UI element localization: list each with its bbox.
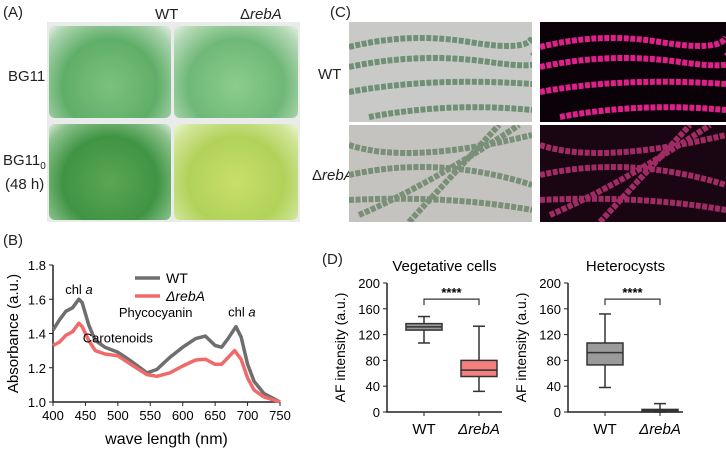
x-tick-label: 550	[139, 408, 161, 423]
flask-wt-bg11	[49, 26, 171, 118]
heterocysts-boxplot: Heterocysts 0 40 80 120 160 200 AF intensity (a…	[515, 258, 683, 438]
chart-title: Heterocysts	[586, 258, 665, 275]
significance-stars: ****	[622, 285, 643, 300]
gene-name: rebA	[322, 167, 354, 184]
significance-bracket	[423, 298, 480, 306]
micrograph-wt-brightfield	[349, 22, 532, 122]
y-tick-label: 1.0	[28, 395, 46, 410]
row-label-rebA: ΔrebA	[312, 167, 354, 184]
medium-subscript: 0	[40, 161, 46, 172]
legend-label-wt: WT	[166, 270, 188, 286]
peak-annotation: Phycocyanin	[119, 305, 193, 320]
absorbance-spectrum-chart: 1.0 1.2 1.4 1.6 1.8 400 450 500 550 600 650 700 750 w…	[5, 258, 291, 448]
y-tick-label: 160	[358, 302, 380, 317]
row-label-bg11: BG11	[8, 68, 46, 85]
vegetative-cells-boxplot: Vegetative cells 0 40 80 120 160 200 AF intensi…	[332, 258, 502, 438]
x-tick-label: 700	[237, 408, 259, 423]
y-tick-label: 40	[366, 379, 380, 394]
x-tick-label: 600	[172, 408, 194, 423]
y-tick-label: 120	[358, 328, 380, 343]
panel-b-label: (B)	[3, 232, 23, 249]
y-tick-label: 1.6	[28, 292, 46, 307]
x-tick-label: 450	[75, 408, 97, 423]
x-tick-label: 650	[204, 408, 226, 423]
significance-stars: ****	[441, 285, 462, 300]
y-tick-label: 200	[539, 276, 561, 291]
x-tick-label: WT	[412, 421, 435, 438]
y-tick-label: 120	[539, 328, 561, 343]
legend-label-rebA: ΔrebA	[165, 288, 205, 304]
y-tick-label: 80	[547, 353, 561, 368]
micrograph-rebA-fluorescence	[540, 125, 726, 222]
y-tick-label: 1.2	[28, 361, 46, 376]
column-label-wt: WT	[155, 6, 179, 23]
y-tick-label: 0	[373, 405, 380, 420]
x-tick-label: 500	[107, 408, 129, 423]
annotation-italic: a	[85, 282, 92, 297]
series-line-wt	[51, 297, 281, 404]
flask-wt-bg110	[49, 124, 171, 220]
micrograph-rebA-brightfield	[349, 125, 532, 222]
micrograph-wt-fluorescence	[540, 22, 726, 122]
y-tick-label: 160	[539, 302, 561, 317]
significance-bracket	[604, 298, 661, 306]
row-label-bg110: BG110	[3, 152, 46, 172]
panel-a-label: (A)	[3, 4, 23, 21]
y-axis-label: AF intensity (a.u.)	[515, 293, 529, 403]
x-tick-label: WT	[593, 421, 616, 438]
y-tick-label: 1.8	[28, 258, 46, 273]
x-axis-label: wave length (nm)	[104, 431, 228, 448]
flask-rebA-bg110	[174, 124, 298, 220]
peak-annotation: Carotenoids	[83, 330, 154, 345]
panel-d-label: (D)	[322, 251, 343, 268]
x-tick-label: 400	[42, 408, 64, 423]
annotation-italic: a	[248, 305, 255, 320]
series-line-rebA	[52, 321, 281, 404]
flask-photo-panel	[47, 22, 300, 222]
flask-rebA-bg11	[174, 26, 298, 118]
axes	[386, 283, 502, 413]
y-tick-label: 0	[554, 405, 561, 420]
y-axis-label: AF intensity (a.u.)	[332, 293, 348, 403]
panel-c-label: (C)	[330, 4, 351, 21]
box-rebA	[460, 359, 498, 378]
box-wt	[586, 342, 624, 366]
column-label-rebA: ΔrebA	[240, 6, 282, 23]
peak-annotation: chl a	[228, 305, 255, 320]
y-axis-label: Absorbance (a.u.)	[5, 274, 22, 393]
gene-name: rebA	[250, 6, 282, 23]
row-label-wt: WT	[318, 66, 342, 83]
y-tick-label: 200	[358, 276, 380, 291]
delta-symbol: Δ	[240, 6, 251, 23]
row-label-time: (48 h)	[5, 176, 45, 193]
delta-symbol: Δ	[312, 167, 323, 184]
x-tick-label: ΔrebA	[457, 421, 500, 438]
x-tick-label: 750	[269, 408, 291, 423]
medium-name: BG11	[3, 152, 41, 169]
y-tick-label: 1.4	[28, 327, 46, 342]
peak-annotation: chl a	[65, 282, 92, 297]
x-tick-label: ΔrebA	[638, 421, 681, 438]
y-tick-label: 80	[366, 353, 380, 368]
y-tick-label: 40	[547, 379, 561, 394]
chart-title: Vegetative cells	[392, 258, 496, 275]
axes	[567, 283, 683, 413]
